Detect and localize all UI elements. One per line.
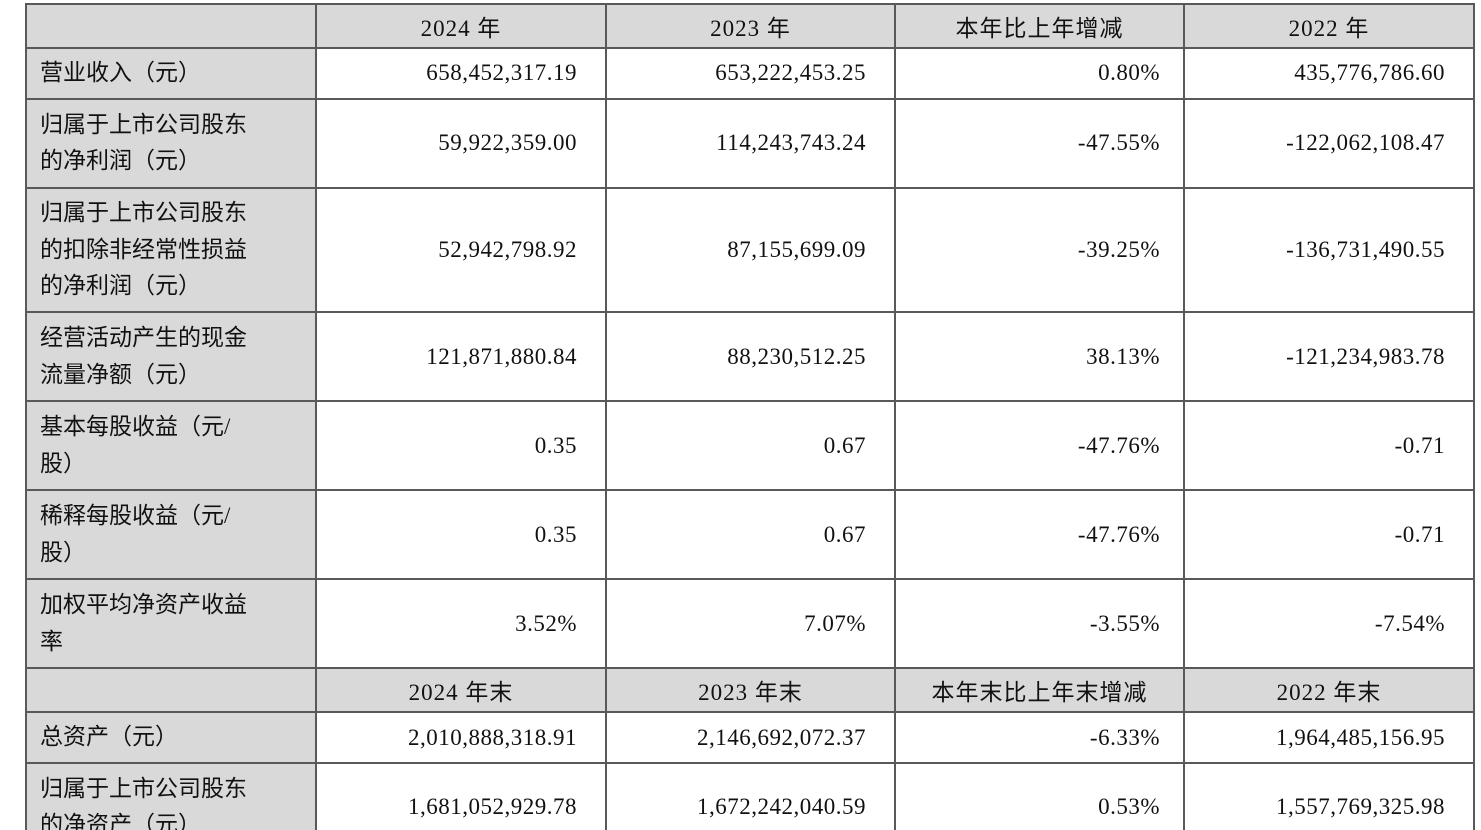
annual-header-2022: 2022 年 xyxy=(1183,3,1475,49)
value-2024: 1,681,052,929.78 xyxy=(315,761,607,830)
value-2022: 1,557,769,325.98 xyxy=(1183,761,1475,830)
value-2022: 435,776,786.60 xyxy=(1183,47,1475,100)
row-label: 加权平均净资产收益 率 xyxy=(25,578,317,670)
period-end-header-2022: 2022 年末 xyxy=(1183,667,1475,714)
annual-header-change: 本年比上年增减 xyxy=(894,3,1185,49)
table-row-operating-cash-flow: 经营活动产生的现金 流量净额（元） 121,871,880.84 88,230,… xyxy=(25,311,1475,403)
table-row-diluted-eps: 稀释每股收益（元/ 股） 0.35 0.67 -47.76% -0.71 xyxy=(25,489,1475,581)
value-2022: -0.71 xyxy=(1183,489,1475,581)
table-row-net-profit-deducted: 归属于上市公司股东 的扣除非经常性损益 的净利润（元） 52,942,798.9… xyxy=(25,186,1475,314)
period-end-header-blank-cell xyxy=(25,667,317,714)
value-2022: -122,062,108.47 xyxy=(1183,97,1475,189)
value-change: 38.13% xyxy=(894,311,1185,403)
value-2023: 114,243,743.24 xyxy=(605,97,896,189)
table-row-basic-eps: 基本每股收益（元/ 股） 0.35 0.67 -47.76% -0.71 xyxy=(25,400,1475,492)
row-label: 归属于上市公司股东 的净利润（元） xyxy=(25,97,317,189)
table-row-total-assets: 总资产（元） 2,010,888,318.91 2,146,692,072.37… xyxy=(25,711,1475,764)
row-label: 归属于上市公司股东 的净资产（元） xyxy=(25,761,317,830)
table-row-revenue: 营业收入（元） 658,452,317.19 653,222,453.25 0.… xyxy=(25,47,1475,100)
value-2023: 653,222,453.25 xyxy=(605,47,896,100)
value-2023: 1,672,242,040.59 xyxy=(605,761,896,830)
row-label: 营业收入（元） xyxy=(25,47,317,100)
value-2024: 0.35 xyxy=(315,400,607,492)
annual-header-blank-cell xyxy=(25,3,317,49)
value-2022: -0.71 xyxy=(1183,400,1475,492)
period-end-header-change: 本年末比上年末增减 xyxy=(894,667,1185,714)
annual-header-row: 2024 年 2023 年 本年比上年增减 2022 年 xyxy=(25,3,1475,49)
value-change: -47.76% xyxy=(894,489,1185,581)
value-2023: 2,146,692,072.37 xyxy=(605,711,896,764)
row-label: 基本每股收益（元/ 股） xyxy=(25,400,317,492)
value-change: -47.76% xyxy=(894,400,1185,492)
row-label: 经营活动产生的现金 流量净额（元） xyxy=(25,311,317,403)
value-2023: 0.67 xyxy=(605,400,896,492)
value-2024: 121,871,880.84 xyxy=(315,311,607,403)
table-row-net-assets: 归属于上市公司股东 的净资产（元） 1,681,052,929.78 1,672… xyxy=(25,761,1475,830)
period-end-header-row: 2024 年末 2023 年末 本年末比上年末增减 2022 年末 xyxy=(25,667,1475,714)
value-2023: 7.07% xyxy=(605,578,896,670)
value-2023: 0.67 xyxy=(605,489,896,581)
row-label: 总资产（元） xyxy=(25,711,317,764)
value-2022: -136,731,490.55 xyxy=(1183,186,1475,314)
row-label: 稀释每股收益（元/ 股） xyxy=(25,489,317,581)
annual-header-2024: 2024 年 xyxy=(315,3,607,49)
value-2023: 87,155,699.09 xyxy=(605,186,896,314)
value-2024: 658,452,317.19 xyxy=(315,47,607,100)
value-2022: -7.54% xyxy=(1183,578,1475,670)
period-end-header-2023: 2023 年末 xyxy=(605,667,896,714)
period-end-header-2024: 2024 年末 xyxy=(315,667,607,714)
value-2024: 59,922,359.00 xyxy=(315,97,607,189)
value-change: -39.25% xyxy=(894,186,1185,314)
value-change: 0.80% xyxy=(894,47,1185,100)
value-2023: 88,230,512.25 xyxy=(605,311,896,403)
value-2022: 1,964,485,156.95 xyxy=(1183,711,1475,764)
table-row-weighted-roe: 加权平均净资产收益 率 3.52% 7.07% -3.55% -7.54% xyxy=(25,578,1475,670)
value-2024: 3.52% xyxy=(315,578,607,670)
value-2024: 2,010,888,318.91 xyxy=(315,711,607,764)
value-2024: 52,942,798.92 xyxy=(315,186,607,314)
value-change: -47.55% xyxy=(894,97,1185,189)
table-row-net-profit: 归属于上市公司股东 的净利润（元） 59,922,359.00 114,243,… xyxy=(25,97,1475,189)
value-2024: 0.35 xyxy=(315,489,607,581)
value-change: 0.53% xyxy=(894,761,1185,830)
row-label: 归属于上市公司股东 的扣除非经常性损益 的净利润（元） xyxy=(25,186,317,314)
value-2022: -121,234,983.78 xyxy=(1183,311,1475,403)
financial-summary-table: 2024 年 2023 年 本年比上年增减 2022 年 营业收入（元） 658… xyxy=(25,3,1475,830)
value-change: -3.55% xyxy=(894,578,1185,670)
annual-header-2023: 2023 年 xyxy=(605,3,896,49)
value-change: -6.33% xyxy=(894,711,1185,764)
